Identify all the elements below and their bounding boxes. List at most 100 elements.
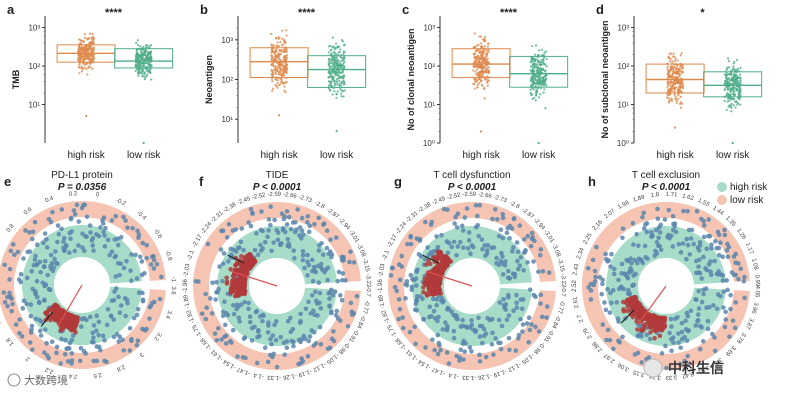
high-risk-point xyxy=(29,268,35,274)
data-point xyxy=(728,99,731,102)
data-point xyxy=(668,73,671,76)
data-point xyxy=(725,68,728,72)
high-risk-point xyxy=(655,206,660,212)
radial-tick-label: 2.79 xyxy=(582,326,594,340)
high-risk-point xyxy=(497,300,503,305)
low-risk-point xyxy=(69,327,74,333)
high-risk-point xyxy=(712,258,717,264)
data-point xyxy=(92,46,95,49)
high-risk-point xyxy=(336,269,342,275)
data-point xyxy=(335,64,338,67)
data-point xyxy=(542,68,545,71)
radial-tick-label: 2.97 xyxy=(603,351,616,363)
data-point xyxy=(328,64,331,67)
data-point xyxy=(733,76,736,79)
data-point xyxy=(484,35,487,38)
high-risk-point xyxy=(658,247,664,253)
data-point xyxy=(282,71,285,74)
high-risk-point xyxy=(235,354,240,359)
high-risk-point xyxy=(107,252,113,258)
data-point xyxy=(149,55,153,58)
data-point xyxy=(482,51,485,54)
high-risk-point xyxy=(220,261,226,267)
high-risk-point xyxy=(269,341,274,347)
high-risk-point xyxy=(71,333,76,338)
high-risk-point xyxy=(215,289,220,295)
y-tick-label: 10¹ xyxy=(28,101,40,110)
panel-label-e: e xyxy=(4,174,11,189)
high-risk-point xyxy=(492,207,498,212)
high-risk-point xyxy=(487,317,493,323)
high-risk-point xyxy=(222,322,228,328)
high-risk-point xyxy=(68,215,74,221)
high-risk-point xyxy=(258,242,263,248)
data-point xyxy=(485,53,488,56)
high-risk-point xyxy=(94,313,100,318)
high-risk-point xyxy=(159,274,164,280)
data-point xyxy=(336,81,339,84)
high-risk-point xyxy=(115,236,120,242)
data-point xyxy=(536,69,539,72)
radial-tick-label: 2.61 xyxy=(572,295,580,308)
radial-tick-label: -1.26 xyxy=(477,372,492,380)
data-point xyxy=(673,93,676,96)
radial-tick-label: 1.62 xyxy=(681,193,694,202)
high-risk-point xyxy=(300,252,306,258)
radial-tick-label: 2.52 xyxy=(572,280,578,292)
data-point xyxy=(545,65,548,68)
y-tick-label: 10³ xyxy=(423,24,435,33)
high-risk-point xyxy=(17,317,23,322)
high-risk-point xyxy=(101,215,107,220)
high-risk-point xyxy=(418,294,423,299)
high-risk-point xyxy=(676,331,681,336)
high-risk-point xyxy=(592,279,598,284)
high-risk-point xyxy=(83,233,88,239)
high-risk-point xyxy=(712,335,717,340)
high-risk-point xyxy=(451,312,456,318)
data-point xyxy=(146,50,149,53)
box-iqr xyxy=(703,71,763,98)
data-point xyxy=(479,70,482,73)
high-risk-point xyxy=(203,291,209,297)
data-point xyxy=(671,74,674,78)
data-point xyxy=(83,46,86,50)
data-point xyxy=(529,91,532,95)
high-risk-point xyxy=(348,300,354,306)
data-point xyxy=(82,59,86,62)
high-risk-point xyxy=(434,302,439,308)
data-point xyxy=(673,90,676,93)
high-risk-point xyxy=(507,236,512,241)
high-risk-point xyxy=(242,299,247,305)
data-point xyxy=(331,36,334,39)
significance-label: **** xyxy=(105,7,123,19)
high-risk-point xyxy=(608,264,613,269)
high-risk-point xyxy=(45,272,50,278)
data-point xyxy=(479,61,482,64)
data-point xyxy=(342,83,345,86)
high-risk-point xyxy=(477,203,483,208)
data-point xyxy=(136,52,140,55)
high-risk-point xyxy=(669,348,674,354)
high-risk-point xyxy=(236,304,241,309)
high-risk-point xyxy=(600,281,605,287)
data-point xyxy=(480,42,483,45)
high-risk-point xyxy=(607,310,613,315)
low-risk-point xyxy=(652,335,657,341)
high-risk-point xyxy=(606,258,612,263)
data-point xyxy=(677,94,680,97)
high-risk-point xyxy=(258,227,264,233)
high-risk-point xyxy=(10,242,16,247)
data-point xyxy=(140,68,143,71)
high-risk-point xyxy=(335,278,341,284)
high-risk-point xyxy=(223,341,229,346)
high-risk-point xyxy=(466,230,472,235)
low-risk-point xyxy=(633,294,638,300)
high-risk-point xyxy=(285,243,290,249)
high-risk-point xyxy=(226,221,232,227)
data-point xyxy=(486,84,489,87)
radial-tick-label: -0.91 xyxy=(542,328,555,343)
data-point xyxy=(83,33,86,36)
high-risk-point xyxy=(609,251,614,257)
low-risk-point xyxy=(433,275,439,281)
